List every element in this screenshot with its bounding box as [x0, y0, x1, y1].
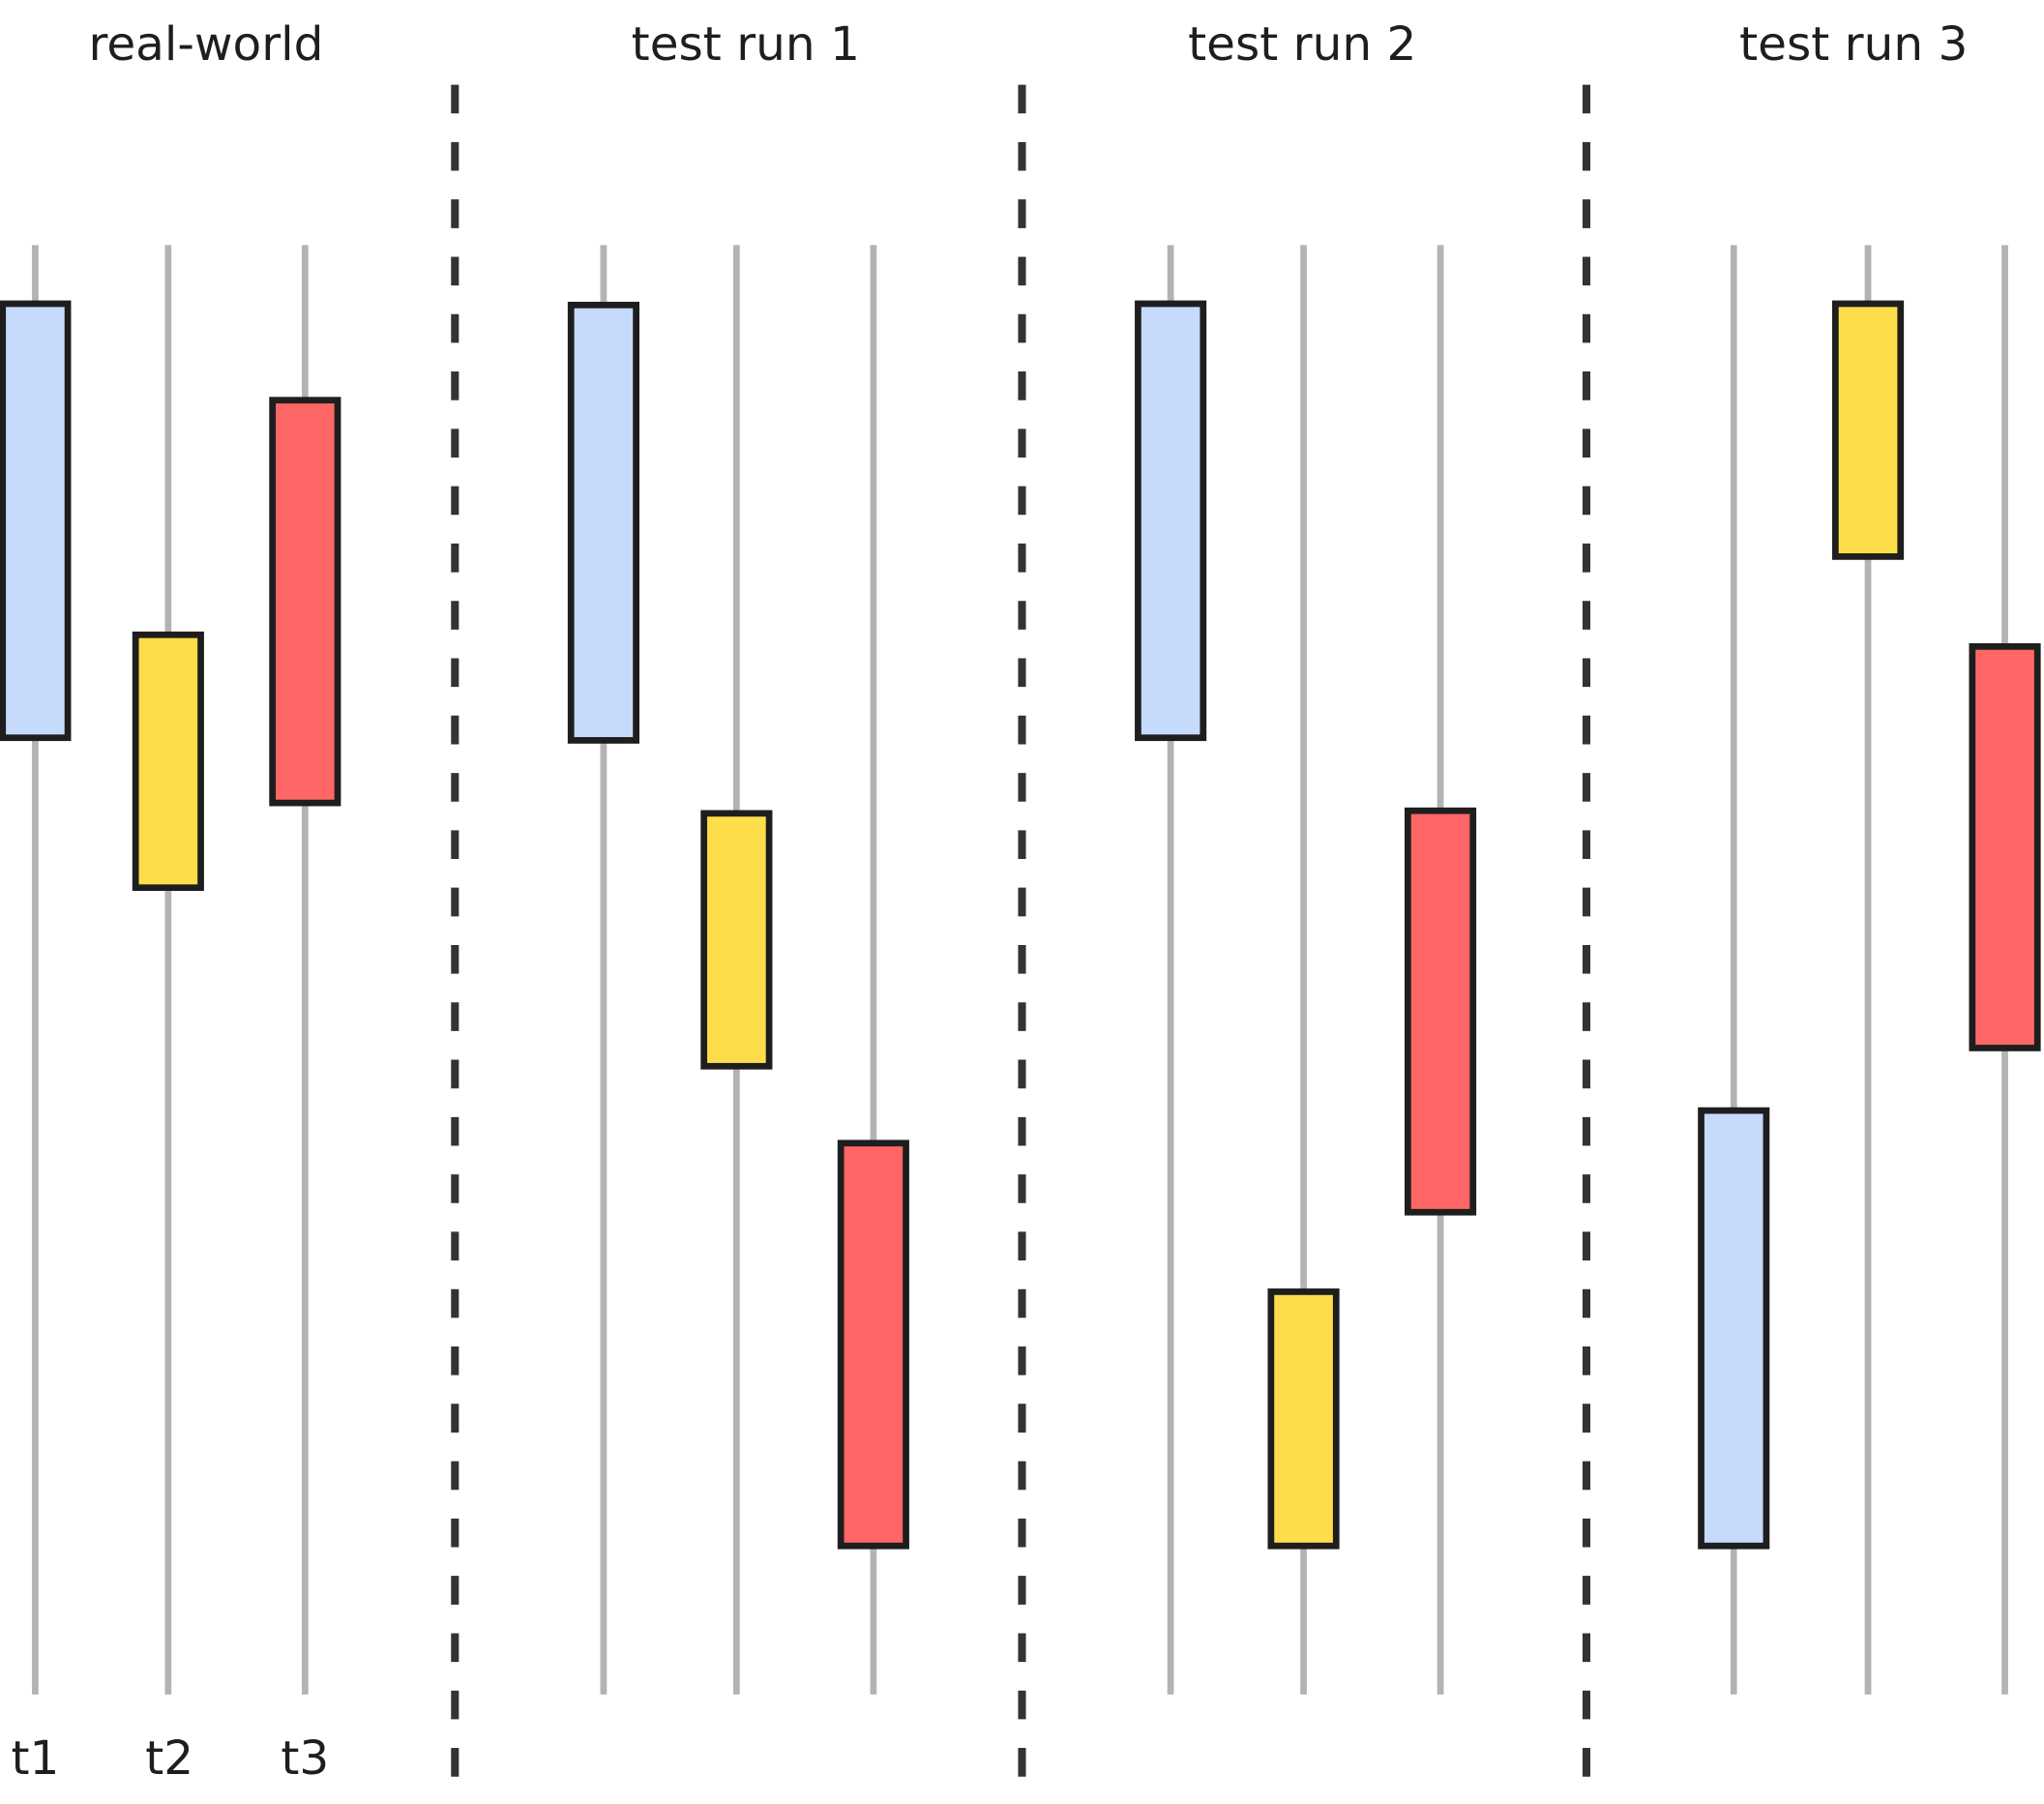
task-box-t2 — [700, 810, 773, 1070]
task-box-t3 — [269, 397, 341, 807]
task-box-t3 — [1405, 807, 1477, 1216]
task-box-t1 — [1698, 1107, 1770, 1550]
task-box-t2 — [1267, 1288, 1340, 1550]
task-box-t3 — [1969, 643, 2041, 1051]
task-box-t1 — [567, 301, 639, 744]
group-title-test-run-1: test run 1 — [632, 17, 860, 72]
task-box-t2 — [1831, 300, 1905, 560]
group-title-test-run-3: test run 3 — [1739, 17, 1968, 72]
group-title-real-world: real-world — [88, 17, 323, 72]
lane-label-t3: t3 — [281, 1731, 329, 1786]
task-box-t3 — [837, 1139, 909, 1550]
task-box-t1 — [1135, 300, 1207, 742]
task-boxes — [0, 300, 2041, 1550]
lane-label-t2: t2 — [145, 1731, 193, 1786]
group-title-test-run-2: test run 2 — [1188, 17, 1416, 72]
task-box-t2 — [132, 631, 204, 892]
task-box-t1 — [0, 300, 72, 742]
lane-label-t1: t1 — [11, 1731, 59, 1786]
